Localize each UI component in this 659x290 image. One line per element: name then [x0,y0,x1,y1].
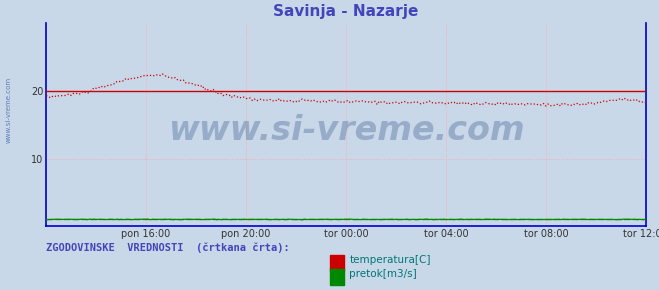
Text: pretok[m3/s]: pretok[m3/s] [349,269,417,279]
Title: Savinja - Nazarje: Savinja - Nazarje [273,4,418,19]
Text: www.si-vreme.com: www.si-vreme.com [5,77,12,143]
Text: www.si-vreme.com: www.si-vreme.com [167,114,525,147]
Text: temperatura[C]: temperatura[C] [349,255,431,264]
Text: ZGODOVINSKE  VREDNOSTI  (črtkana črta):: ZGODOVINSKE VREDNOSTI (črtkana črta): [46,242,290,253]
